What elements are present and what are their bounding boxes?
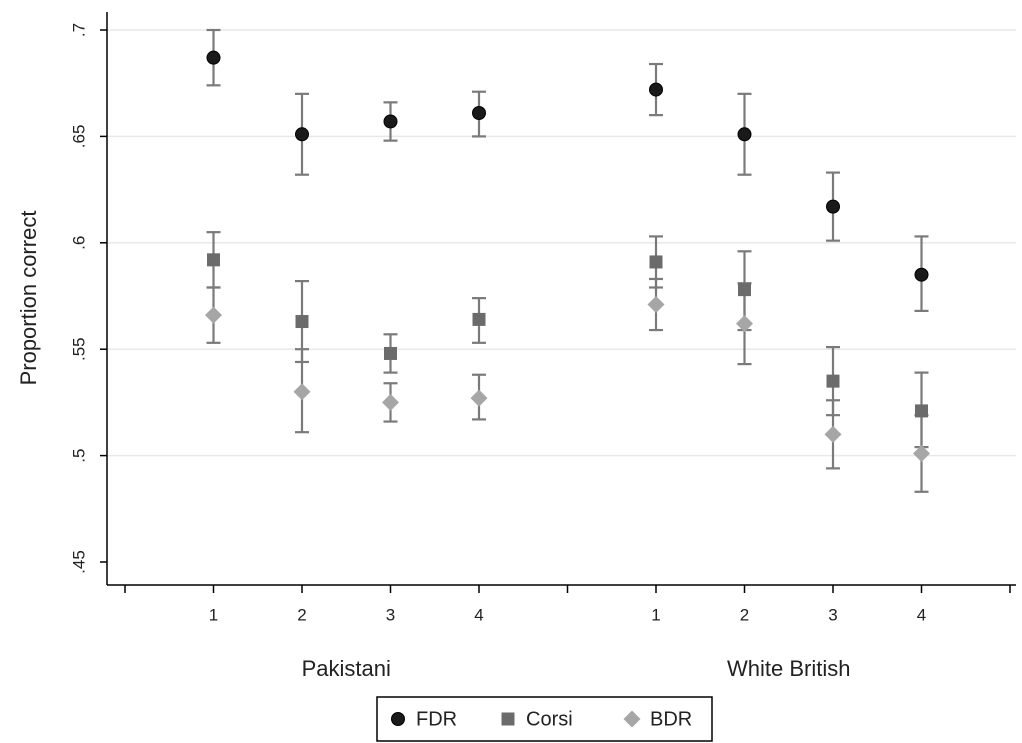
data-point-fdr (649, 82, 663, 97)
group-label: White British (727, 656, 850, 681)
data-point-bdr (647, 296, 665, 314)
y-tick-label: .65 (69, 125, 88, 149)
x-tick-label: 4 (917, 605, 926, 624)
data-point-corsi (472, 312, 486, 326)
group-label: Pakistani (302, 656, 391, 681)
legend-label: FDR (416, 708, 457, 730)
data-point-bdr (293, 383, 311, 401)
y-tick-label: .5 (69, 449, 88, 463)
x-tick-label: 4 (474, 605, 483, 624)
data-point-fdr (737, 127, 752, 142)
x-tick-label: 3 (386, 605, 395, 624)
y-axis-title: Proportion correct (16, 211, 41, 386)
legend-label: Corsi (526, 708, 573, 730)
data-point-corsi (738, 283, 751, 297)
data-point-bdr (205, 306, 222, 324)
y-tick-label: .7 (69, 23, 88, 37)
x-tick-label: 1 (651, 605, 660, 624)
data-point-fdr (383, 114, 398, 129)
x-tick-label: 2 (740, 605, 749, 624)
legend-box (376, 696, 713, 742)
x-tick-label: 3 (828, 605, 837, 624)
y-tick-label: .6 (69, 236, 88, 250)
legend-marker-bdr (623, 710, 641, 728)
y-tick-label: .45 (69, 550, 88, 574)
data-point-fdr (914, 267, 929, 282)
data-point-corsi (207, 253, 220, 267)
data-point-fdr (826, 199, 840, 214)
data-point-bdr (470, 389, 488, 407)
data-point-fdr (472, 105, 486, 120)
data-point-corsi (826, 374, 840, 388)
data-point-fdr (295, 127, 309, 142)
data-point-fdr (206, 50, 221, 65)
x-tick-label: 2 (297, 605, 306, 624)
data-point-bdr (736, 315, 753, 333)
data-point-corsi (295, 315, 309, 329)
data-point-bdr (382, 393, 399, 411)
data-point-corsi (384, 346, 397, 360)
legend-marker-corsi (501, 712, 515, 726)
legend-marker-fdr (391, 712, 405, 726)
data-point-corsi (649, 255, 663, 269)
y-tick-label: .55 (69, 337, 88, 361)
data-point-bdr (913, 444, 930, 462)
data-point-corsi (915, 404, 928, 418)
x-tick-label: 1 (209, 605, 218, 624)
data-point-bdr (824, 425, 842, 443)
legend-label: BDR (650, 708, 692, 730)
